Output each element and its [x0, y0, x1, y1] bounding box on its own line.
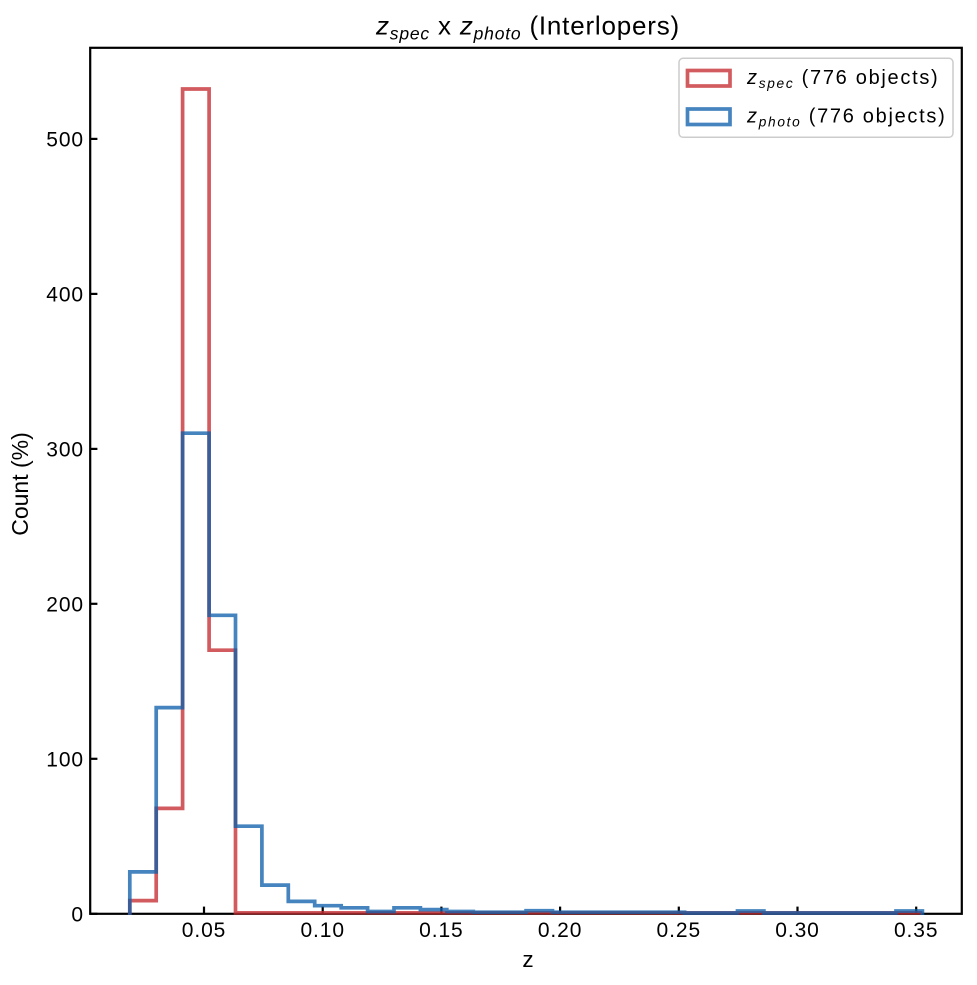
svg-text:zspec (776 objects): zspec (776 objects) — [746, 67, 939, 91]
svg-text:0: 0 — [71, 904, 84, 927]
svg-text:400: 400 — [46, 284, 84, 307]
svg-text:0.15: 0.15 — [419, 919, 463, 942]
svg-text:0.35: 0.35 — [894, 919, 938, 942]
svg-text:0.10: 0.10 — [300, 919, 344, 942]
svg-text:0.05: 0.05 — [182, 919, 226, 942]
svg-text:zspec x zphoto (Interlopers): zspec x zphoto (Interlopers) — [375, 11, 680, 44]
svg-text:200: 200 — [46, 594, 84, 617]
svg-text:z: z — [522, 947, 533, 972]
svg-text:0.30: 0.30 — [775, 919, 819, 942]
svg-text:100: 100 — [46, 749, 84, 772]
svg-text:Count (%): Count (%) — [7, 432, 33, 536]
svg-text:0.20: 0.20 — [538, 919, 582, 942]
svg-text:zphoto (776 objects): zphoto (776 objects) — [746, 106, 946, 130]
svg-text:500: 500 — [46, 129, 84, 152]
svg-text:0.25: 0.25 — [657, 919, 701, 942]
svg-text:300: 300 — [46, 439, 84, 462]
